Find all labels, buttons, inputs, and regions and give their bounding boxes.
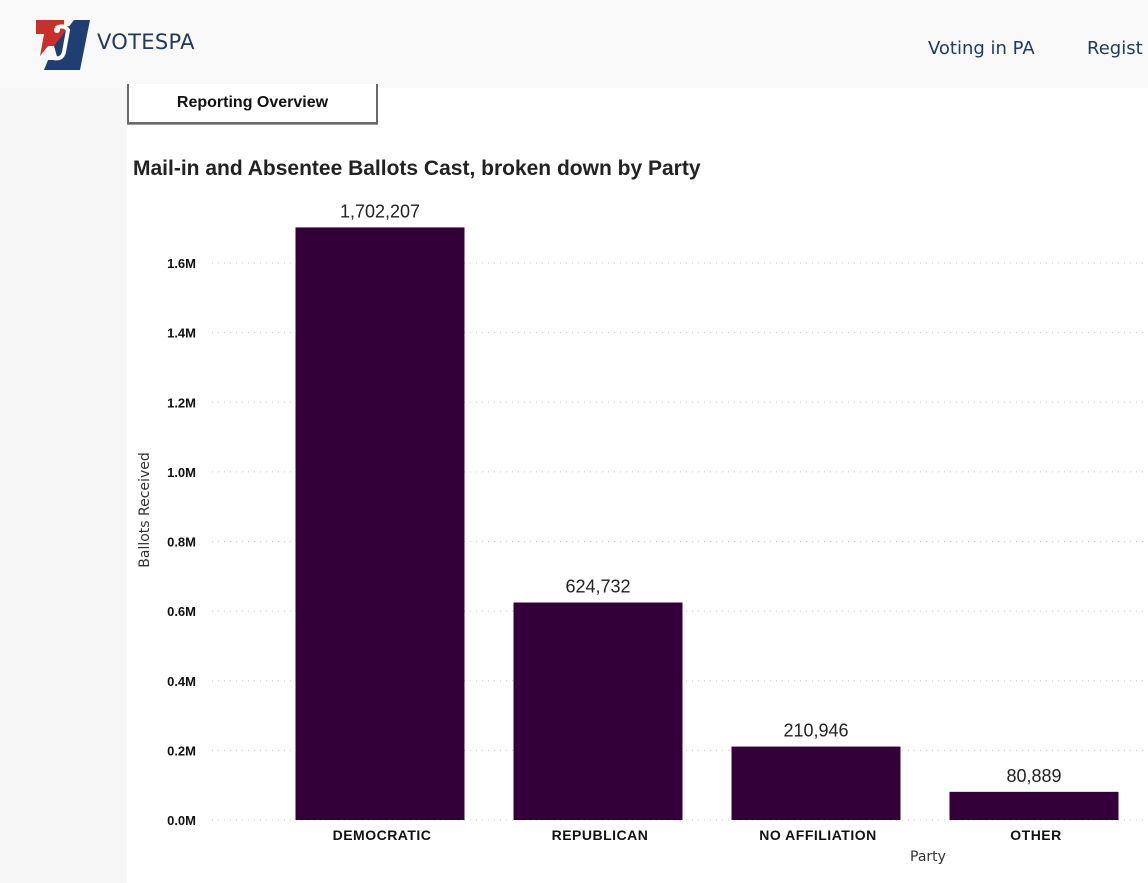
x-category-label: REPUBLICAN	[552, 827, 649, 843]
y-tick-label: 0.0M	[167, 813, 196, 828]
data-label: 80,889	[1006, 766, 1061, 786]
nav-voting-in-pa[interactable]: Voting in PA	[928, 38, 1035, 59]
y-axis-title: Ballots Received	[137, 452, 153, 567]
reporting-overview-button[interactable]: Reporting Overview	[127, 84, 378, 124]
y-tick-label: 1.6M	[167, 256, 196, 271]
bar-other[interactable]	[949, 791, 1119, 820]
y-tick-label: 0.8M	[167, 535, 196, 550]
bar-democratic[interactable]	[295, 227, 465, 820]
site-header: VOTESPA Voting in PA Regist	[0, 0, 1148, 88]
chart-title: Mail-in and Absentee Ballots Cast, broke…	[133, 157, 701, 180]
x-category-label: DEMOCRATIC	[333, 827, 432, 843]
y-tick-label: 0.6M	[167, 604, 196, 619]
y-tick-label: 1.2M	[167, 395, 196, 410]
y-tick-label: 1.0M	[167, 465, 196, 480]
x-axis-title: Party	[910, 849, 946, 865]
y-tick-label: 0.4M	[167, 674, 196, 689]
data-label: 1,702,207	[340, 201, 420, 221]
bar-republican[interactable]	[513, 602, 683, 820]
x-category-label: OTHER	[1010, 827, 1062, 843]
brand-name[interactable]: VOTESPA	[97, 30, 195, 54]
bar-no-affiliation[interactable]	[731, 746, 901, 820]
y-tick-label: 1.4M	[167, 326, 196, 341]
data-label: 624,732	[565, 577, 630, 597]
votespa-logo-icon[interactable]	[34, 16, 90, 70]
y-tick-label: 0.2M	[167, 743, 196, 758]
nav-register[interactable]: Regist	[1087, 38, 1143, 59]
x-category-label: NO AFFILIATION	[759, 827, 876, 843]
data-label: 210,946	[783, 721, 848, 741]
